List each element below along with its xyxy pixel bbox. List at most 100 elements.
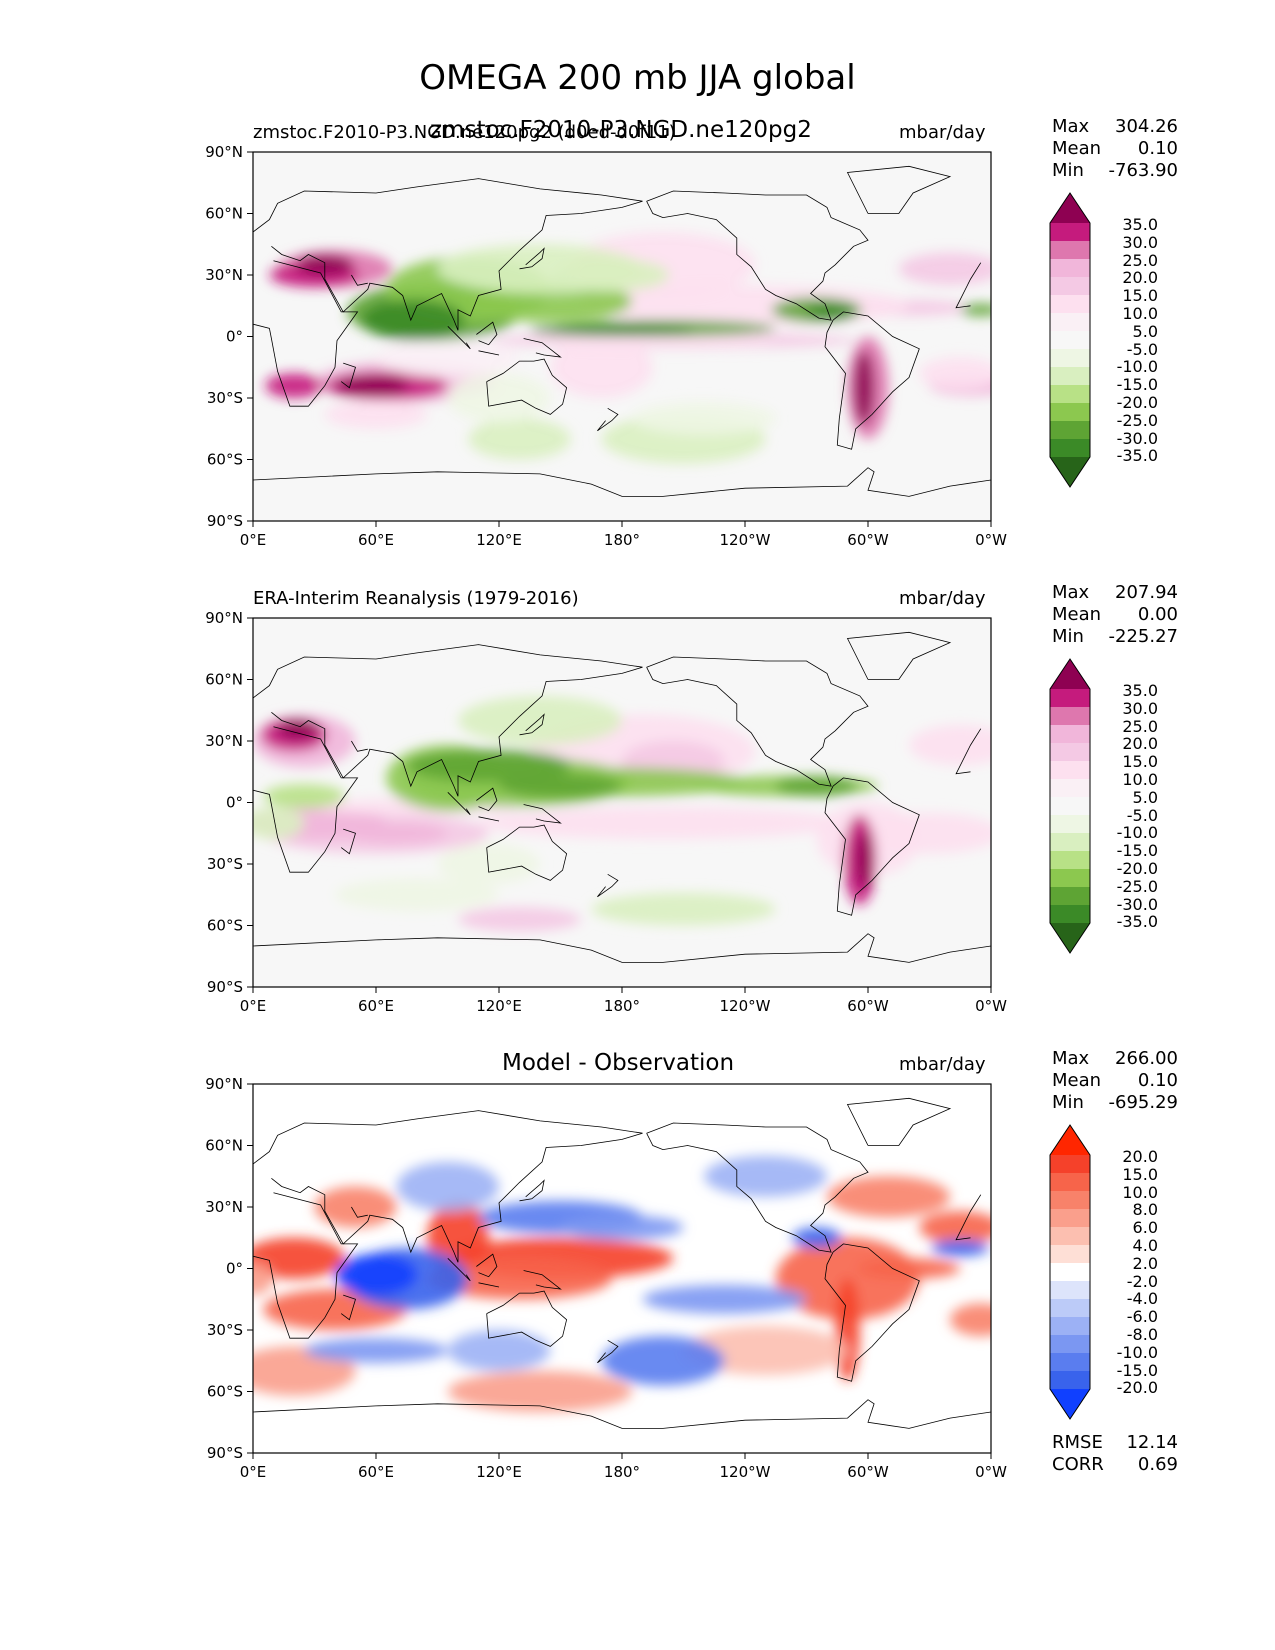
colorbar-level-label: -30.0	[1116, 428, 1158, 448]
coastline	[486, 824, 568, 881]
coastline	[253, 467, 991, 497]
coastline	[597, 873, 619, 898]
max-label: Max	[1052, 1048, 1090, 1069]
colorbar-level-label: -25.0	[1116, 410, 1158, 430]
y-tick-label: 90°N	[205, 1075, 243, 1093]
x-tick-label: 0°W	[975, 531, 1007, 549]
colorbar-labels: 35.0 30.0 25.0 20.0 15.0 10.0 5.0 -5.0 -10.0 -15.…	[1100, 216, 1158, 465]
colorbar-segment	[1050, 869, 1090, 888]
field-blob	[632, 402, 776, 435]
y-tick-label: 30°S	[207, 855, 243, 873]
x-tick-label: 60°W	[847, 1463, 889, 1481]
colorbar-segment	[1050, 833, 1090, 852]
x-tick-label: 60°E	[358, 997, 394, 1015]
colorbar-outline	[1049, 1124, 1091, 1420]
coastline	[447, 326, 471, 350]
units-label: mbar/day	[899, 122, 986, 143]
map-plot: 0°E 60°E 120°E 180° 120°W 60°W 0°W 90°N 60°N 30°N…	[205, 609, 1007, 1015]
x-tick-label: 0°E	[240, 1463, 267, 1481]
colorbar-outline	[1049, 192, 1091, 488]
colorbar-segment	[1050, 259, 1090, 278]
field-blob	[335, 375, 409, 396]
colorbar-segment	[1050, 779, 1090, 798]
colorbar-outline	[1049, 658, 1091, 954]
field-blob	[683, 1325, 848, 1376]
coastlines	[253, 631, 991, 963]
colorbar-level-label: 20.0	[1122, 1147, 1158, 1166]
field-blobs	[253, 695, 991, 932]
colorbar-segment	[1050, 313, 1090, 332]
colorbar-level-label: 35.0	[1122, 681, 1158, 700]
colorbar-level-label: 2.0	[1132, 1253, 1158, 1273]
field-blob	[554, 258, 670, 292]
mean-label: Mean	[1052, 1070, 1102, 1091]
coastline	[340, 828, 356, 855]
y-tick-label: 60°N	[205, 1137, 243, 1155]
coastline	[476, 1253, 498, 1278]
coastline	[351, 274, 368, 286]
colorbar-extend-max	[1050, 193, 1090, 223]
colorbar-level-label: -35.0	[1116, 446, 1158, 466]
colorbar-segment	[1050, 1263, 1090, 1282]
colorbar-level-label: 15.0	[1122, 752, 1158, 772]
field-blob	[304, 1338, 448, 1363]
colorbar-segment	[1050, 761, 1090, 780]
min-value: -695.29	[1108, 1092, 1178, 1113]
field-blob	[499, 773, 622, 799]
mean-value: 0.10	[1137, 138, 1178, 159]
field-blob	[827, 1176, 950, 1218]
colorbar-level-label: 4.0	[1132, 1235, 1158, 1255]
max-value: 207.94	[1115, 582, 1178, 603]
corr-value: 0.69	[1137, 1454, 1178, 1475]
colorbar-segment	[1050, 1245, 1090, 1264]
y-tick-label: 30°N	[205, 266, 243, 284]
coastline	[476, 321, 498, 346]
coastline	[478, 1282, 500, 1288]
colorbar-segment	[1050, 1299, 1090, 1318]
coastline	[476, 787, 498, 812]
max-label: Max	[1052, 116, 1090, 137]
colorbar-segment	[1050, 403, 1090, 422]
x-tick-label: 60°W	[847, 531, 889, 549]
colorbar-level-label: 30.0	[1122, 232, 1158, 252]
min-value: -763.90	[1108, 160, 1178, 181]
coastlines	[253, 165, 991, 497]
field-blob	[931, 1239, 989, 1257]
field-blob	[806, 303, 856, 321]
y-tick-label: 90°S	[207, 512, 243, 530]
field-blob	[601, 1336, 725, 1386]
field-blob	[314, 1186, 397, 1228]
colorbar-labels: 20.0 15.0 10.0 8.0 6.0 4.0 2.0 -2.0 -4.0 -6.0 -8.0…	[1100, 1148, 1158, 1397]
x-tick-label: 60°E	[358, 531, 394, 549]
colorbar-level-label: -2.0	[1126, 1271, 1158, 1291]
field-blob	[704, 1155, 827, 1197]
colorbar-segment	[1050, 421, 1090, 440]
field-blob	[529, 324, 694, 337]
field-blob	[458, 695, 622, 746]
colorbar-level-label: 5.0	[1132, 787, 1158, 807]
colorbar-level-label: 8.0	[1132, 1200, 1158, 1220]
map-plot: 0°E 60°E 120°E 180° 120°W 60°W 0°W 90°N 60°N 30°N…	[205, 143, 1007, 549]
colorbar-level-label: -10.0	[1116, 1342, 1158, 1362]
field-blob	[253, 1237, 346, 1279]
field-blob	[909, 724, 991, 766]
field-blob	[919, 1211, 991, 1244]
coastline	[519, 713, 545, 736]
max-label: Max	[1052, 582, 1090, 603]
coastline	[351, 1206, 368, 1218]
field-blob	[775, 775, 858, 797]
field-blob	[345, 823, 448, 844]
colorbar-segment	[1050, 1317, 1090, 1336]
colorbar-segment	[1050, 349, 1090, 368]
colorbar-segment	[1050, 1227, 1090, 1246]
y-tick-label: 30°N	[205, 1198, 243, 1216]
colorbar-level-label: -20.0	[1116, 1378, 1158, 1398]
colorbar-labels: 35.0 30.0 25.0 20.0 15.0 10.0 5.0 -5.0 -10.0 -15.…	[1100, 682, 1158, 931]
coastline	[253, 726, 359, 873]
coastline	[253, 1399, 991, 1429]
colorbar-extend-min	[1050, 457, 1090, 487]
colorbar-level-label: -25.0	[1116, 876, 1158, 896]
field-blob	[950, 1303, 991, 1337]
field-blob	[324, 400, 428, 429]
colorbar-segment	[1050, 725, 1090, 744]
